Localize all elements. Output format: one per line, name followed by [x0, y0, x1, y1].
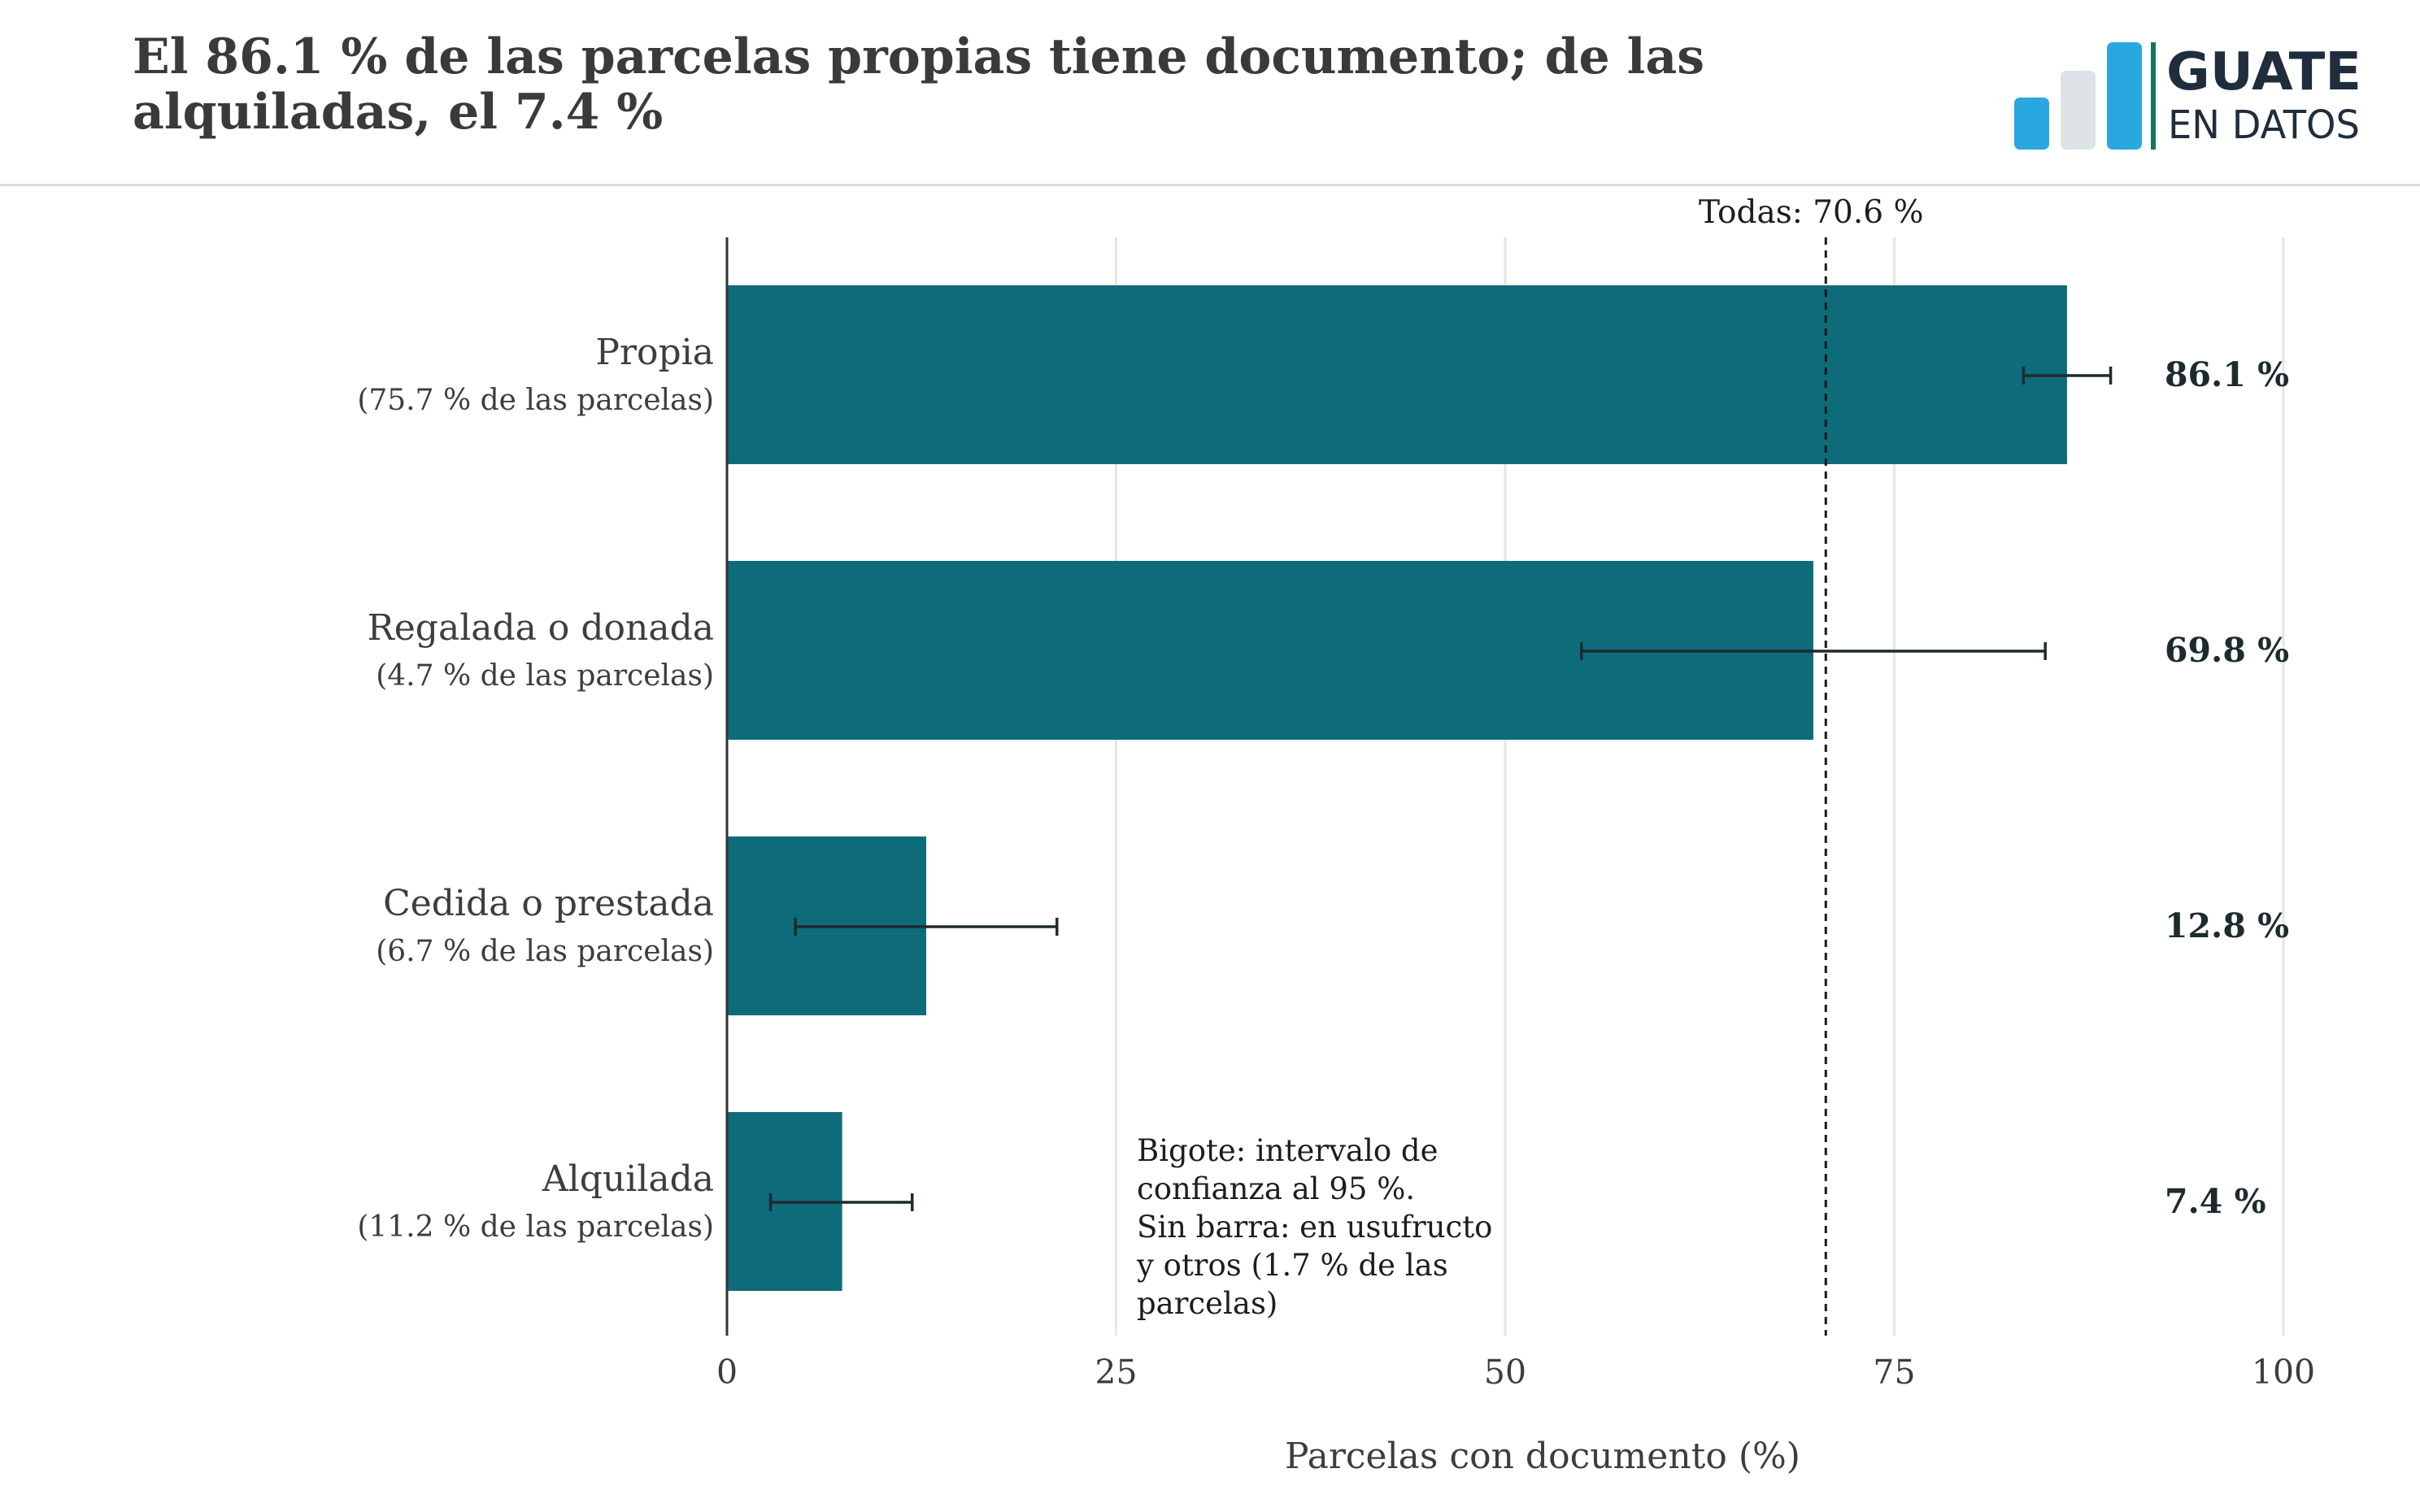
value-labels: 86.1 % 69.8 % 12.8 % 7.4 % — [2165, 355, 2289, 1221]
x-tick-label: 75 — [1873, 1353, 1915, 1392]
category-sublabel: (11.2 % de las parcelas) — [357, 1210, 714, 1244]
bars — [727, 285, 2067, 1291]
page-title: El 86.1 % de las parcelas propias tiene … — [133, 28, 1705, 141]
value-label: 12.8 % — [2165, 906, 2289, 945]
error-bar-1 — [1580, 642, 2047, 660]
value-label: 86.1 % — [2165, 355, 2289, 394]
logo-line2: EN DATOS — [2168, 102, 2360, 148]
reference-line-label: Todas: 70.6 % — [1699, 194, 1924, 231]
header: El 86.1 % de las parcelas propias tiene … — [0, 0, 2420, 186]
logo-line1: GUATE — [2166, 42, 2361, 102]
chart-note-line: Bigote: intervalo de — [1137, 1133, 1439, 1168]
error-bar-3 — [768, 1193, 914, 1211]
error-bar-0 — [2022, 367, 2113, 385]
error-bars — [768, 367, 2113, 1211]
reference-line-group: Todas: 70.6 % — [1699, 194, 1924, 1336]
chart-note-line: parcelas) — [1137, 1286, 1277, 1321]
value-label: 7.4 % — [2165, 1182, 2266, 1221]
category-label: Cedida o prestada — [383, 883, 714, 924]
logo-divider — [2151, 42, 2156, 150]
guate-en-datos-logo: GUATE EN DATOS — [2009, 39, 2383, 157]
category-label: Regalada o donada — [368, 607, 714, 649]
x-axis-title: Parcelas con documento (%) — [1285, 1436, 1800, 1477]
logo-bar-1 — [2014, 98, 2049, 150]
logo-bar-2 — [2061, 71, 2096, 150]
category-sublabel: (4.7 % de las parcelas) — [376, 659, 714, 693]
category-sublabel: (75.7 % de las parcelas) — [357, 384, 714, 417]
chart-note-line: confianza al 95 %. — [1137, 1171, 1415, 1206]
chart-note-line: Sin barra: en usufructo — [1137, 1210, 1492, 1245]
x-tick-label: 25 — [1095, 1353, 1137, 1392]
x-tick-label: 100 — [2252, 1353, 2315, 1392]
category-labels: Propia (75.7 % de las parcelas) Regalada o… — [357, 332, 714, 1244]
category-sublabel: (6.7 % de las parcelas) — [376, 935, 714, 968]
x-tick-label: 50 — [1484, 1353, 1526, 1392]
bar-0 — [727, 285, 2067, 464]
error-bar-2 — [794, 918, 1059, 936]
x-axis-ticks: 0 25 50 75 100 — [716, 1353, 2315, 1392]
chart-note-line: y otros (1.7 % de las — [1136, 1248, 1448, 1283]
value-label: 69.8 % — [2165, 631, 2289, 670]
x-tick-label: 0 — [716, 1353, 738, 1392]
logo-bar-3 — [2107, 42, 2142, 150]
category-label: Propia — [595, 332, 714, 373]
category-label: Alquilada — [542, 1158, 714, 1200]
